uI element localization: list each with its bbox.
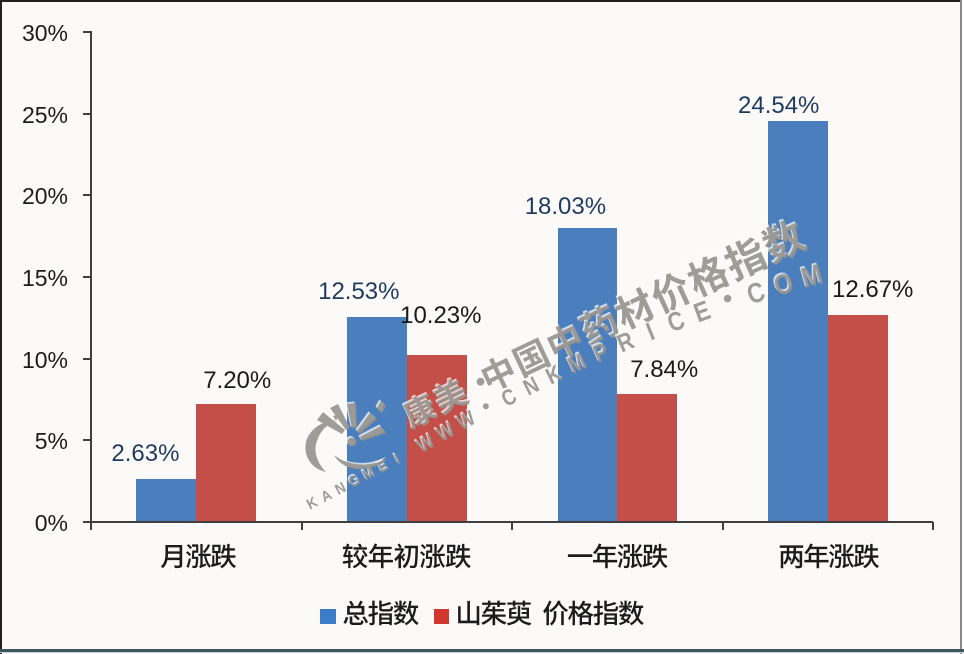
svg-text:I: I [642,317,659,346]
svg-text:C: C [497,384,521,412]
svg-text:C: C [743,277,769,311]
svg-text:A: A [318,486,335,506]
svg-text:M: M [798,258,826,295]
svg-text:G: G [346,472,363,492]
svg-text:C: C [663,306,688,339]
svg-text:P: P [589,337,613,368]
svg-text:N: N [333,479,350,498]
svg-text:I: I [392,452,403,469]
svg-text:E: E [690,295,715,329]
svg-text:M: M [564,348,591,380]
svg-text:I: I [390,450,401,467]
svg-text:R: R [613,326,638,358]
svg-text:N: N [520,372,544,400]
svg-text:O: O [770,266,797,302]
svg-text:K: K [541,359,566,390]
svg-text:K: K [304,494,321,514]
